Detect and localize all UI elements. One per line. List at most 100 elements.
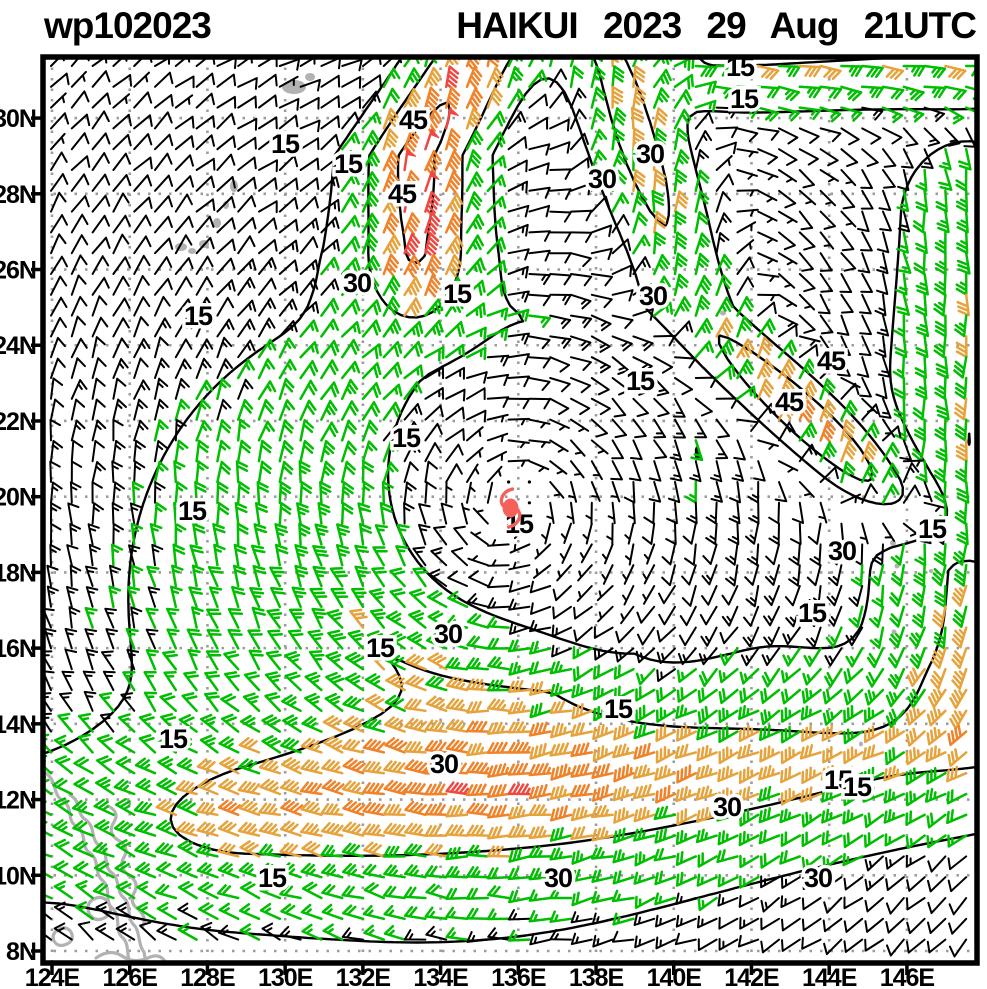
wind-barb xyxy=(186,628,202,650)
wind-barb xyxy=(131,481,144,505)
wind-barb xyxy=(806,626,822,649)
wind-barb xyxy=(890,543,906,566)
wind-barb xyxy=(634,935,656,949)
wind-barb xyxy=(383,885,406,900)
wind-barb xyxy=(299,341,320,359)
wind-barb xyxy=(216,318,235,338)
wind-barb xyxy=(322,735,344,754)
wind-barb xyxy=(354,544,370,567)
wind-barb xyxy=(736,315,753,338)
wind-barb xyxy=(549,252,572,264)
wind-barb xyxy=(176,757,198,775)
wind-barb xyxy=(162,650,178,671)
wind-barb xyxy=(507,805,531,820)
wind-barb xyxy=(819,399,837,421)
wind-barb xyxy=(955,272,968,296)
wind-barb xyxy=(802,667,822,686)
wind-barb xyxy=(549,785,573,801)
wind-barb xyxy=(258,73,278,88)
wind-barb xyxy=(237,821,261,837)
wind-barb xyxy=(756,336,774,359)
wind-barb xyxy=(278,98,300,111)
wind-barb xyxy=(889,605,906,628)
wind-barb xyxy=(112,233,130,255)
wind-barb xyxy=(340,400,359,421)
wind-barb xyxy=(590,418,608,438)
wind-barb xyxy=(573,626,593,643)
wind-barb xyxy=(606,522,614,546)
wind-barb xyxy=(424,762,448,775)
wind-barb xyxy=(111,502,124,525)
wind-barb xyxy=(528,273,551,286)
wind-barb xyxy=(382,234,401,255)
wind-barb xyxy=(264,692,282,713)
wind-barb xyxy=(133,275,150,296)
wind-barb xyxy=(320,74,341,88)
wind-barb xyxy=(444,107,452,130)
wind-barb xyxy=(674,356,697,369)
wind-barb xyxy=(507,397,531,410)
wind-barb xyxy=(819,85,843,100)
wind-barb xyxy=(466,463,480,483)
wind-barb xyxy=(934,272,947,296)
wind-barb xyxy=(424,274,441,298)
wind-barb xyxy=(450,547,468,567)
wind-barb xyxy=(528,249,551,262)
wind-barb xyxy=(382,845,406,858)
wind-barb xyxy=(675,892,697,905)
wind-barb xyxy=(403,403,423,421)
wind-barb xyxy=(780,707,802,723)
wind-barb xyxy=(876,314,890,337)
wind-barb xyxy=(278,460,294,484)
wind-barb xyxy=(763,605,780,627)
wind-barb xyxy=(382,361,403,380)
wind-barb xyxy=(694,80,717,95)
wind-barb xyxy=(465,279,486,297)
wind-barb xyxy=(748,501,760,525)
wind-barb xyxy=(412,546,427,567)
wind-barb xyxy=(425,675,448,692)
wind-barb xyxy=(954,376,968,400)
wind-barb xyxy=(174,439,189,463)
wind-barb xyxy=(146,565,160,588)
wind-barb xyxy=(549,826,573,842)
wind-barb xyxy=(258,217,278,234)
wind-barb xyxy=(552,585,572,602)
wind-barb xyxy=(54,755,74,775)
wind-barb xyxy=(379,502,393,525)
wind-barb xyxy=(156,901,178,921)
wind-barb xyxy=(175,821,198,837)
wind-barb xyxy=(84,628,98,650)
wind-barb xyxy=(882,127,903,145)
wind-barb xyxy=(529,640,552,655)
wind-barb xyxy=(258,116,278,130)
wind-barb xyxy=(695,828,718,844)
wind-barb xyxy=(197,778,219,796)
wind-barb xyxy=(445,887,469,900)
wind-barb xyxy=(826,585,843,607)
wind-barb xyxy=(798,148,819,166)
wind-barb xyxy=(50,357,66,379)
wind-barb xyxy=(403,128,420,153)
island xyxy=(894,563,900,569)
wind-barb xyxy=(321,903,344,921)
wind-barb xyxy=(50,439,64,463)
wind-barb xyxy=(426,590,448,609)
wind-barb xyxy=(654,827,677,844)
wind-barb xyxy=(278,419,294,442)
wind-barb xyxy=(840,64,864,77)
wind-barb xyxy=(174,135,195,151)
wind-barb xyxy=(653,418,667,439)
wind-barb xyxy=(778,324,798,338)
wind-barb xyxy=(243,671,261,692)
wind-barb xyxy=(424,232,440,256)
wind-barb xyxy=(955,335,968,359)
wind-barb xyxy=(798,252,814,272)
wind-barb xyxy=(655,724,677,742)
wind-barb xyxy=(715,64,739,77)
wind-barb xyxy=(216,176,236,192)
wind-barb xyxy=(570,418,590,433)
wind-barb xyxy=(836,314,850,336)
wind-barb xyxy=(43,842,53,858)
wind-barb xyxy=(261,922,281,941)
